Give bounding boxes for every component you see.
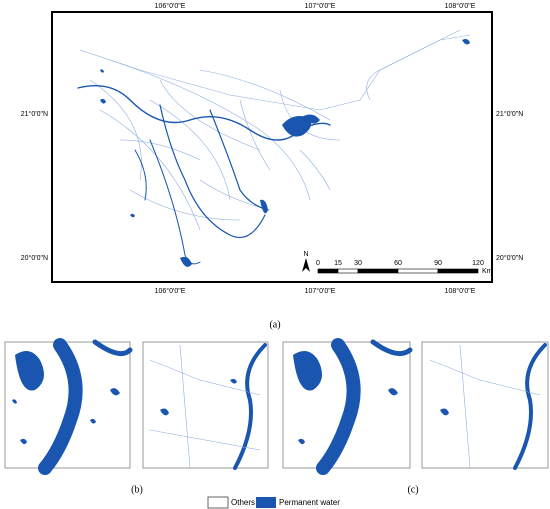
scale-label: 0	[316, 260, 320, 267]
panel-b2	[282, 338, 413, 475]
scale-segment	[337, 268, 359, 274]
caption-a: (a)	[269, 319, 280, 330]
longitude-label: 107°0'0"E	[305, 2, 336, 10]
longitude-label: 108°0'0"E	[445, 2, 476, 10]
scale-segment	[397, 268, 439, 274]
latitude-label: 21°0'0"N	[496, 110, 523, 118]
north-arrow	[302, 258, 310, 272]
legend-label: Permanent water	[279, 498, 340, 507]
latitude-label: 20°0'0"N	[496, 254, 523, 262]
panel-c1	[142, 341, 269, 470]
legend-swatch	[256, 497, 276, 508]
panel-c2	[421, 341, 549, 470]
longitude-label: 106°0'0"E	[155, 2, 186, 10]
scale-label: 60	[394, 260, 402, 267]
scale-label: 120	[472, 260, 484, 267]
scale-unit: Km	[482, 268, 493, 275]
map-frame	[51, 11, 493, 283]
panel-b1	[4, 338, 133, 475]
scale-label: 15	[334, 260, 342, 267]
scale-label: 90	[434, 260, 442, 267]
detail-panels	[4, 338, 549, 475]
longitude-label: 107°0'0"E	[305, 287, 336, 295]
scale-segment	[357, 268, 399, 274]
scale-segment	[317, 268, 339, 274]
legend-swatch	[207, 496, 229, 509]
scale-label: 30	[354, 260, 362, 267]
latitude-label: 20°0'0"N	[21, 254, 48, 262]
legend-label: Others	[231, 498, 255, 507]
longitude-label: 106°0'0"E	[155, 287, 186, 295]
scale-segment	[437, 268, 479, 274]
longitude-label: 108°0'0"E	[445, 287, 476, 295]
north-label: N	[303, 251, 308, 258]
water-network	[77, 29, 471, 267]
caption-c: (c)	[407, 484, 418, 495]
caption-b: (b)	[131, 484, 143, 495]
latitude-label: 21°0'0"N	[21, 110, 48, 118]
